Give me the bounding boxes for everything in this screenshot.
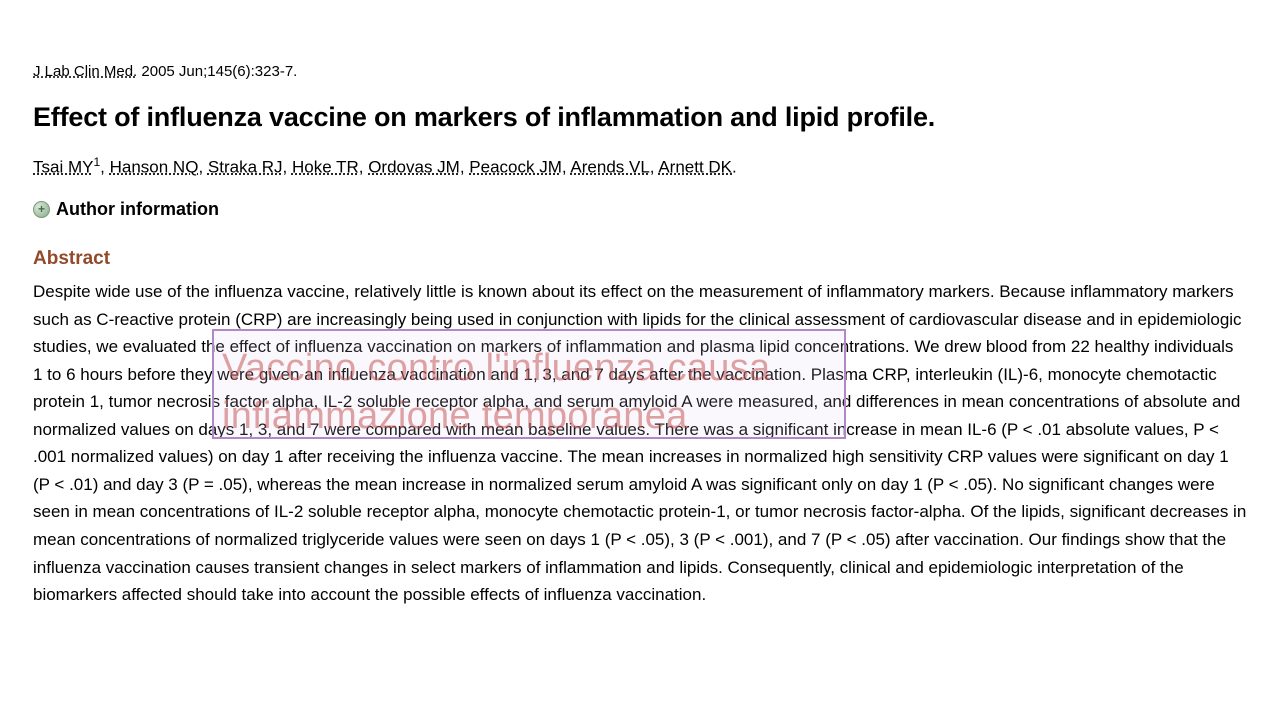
author-affiliation-sup: 1	[93, 155, 100, 169]
author-link[interactable]: Straka RJ	[208, 158, 283, 177]
citation-rest: 2005 Jun;145(6):323-7.	[137, 63, 297, 80]
author-link[interactable]: Ordovas JM	[368, 158, 460, 177]
author-link[interactable]: Hanson NQ	[110, 158, 199, 177]
expand-plus-icon: +	[33, 201, 50, 218]
citation-line: J Lab Clin Med. 2005 Jun;145(6):323-7.	[33, 60, 1247, 84]
abstract-text: Despite wide use of the influenza vaccin…	[33, 278, 1247, 608]
author-link[interactable]: Tsai MY	[33, 158, 93, 177]
author-info-label: Author information	[56, 195, 219, 224]
author-link[interactable]: Hoke TR	[292, 158, 359, 177]
journal-link[interactable]: J Lab Clin Med.	[33, 63, 137, 80]
author-link[interactable]: Arends VL	[570, 158, 649, 177]
author-link[interactable]: Peacock JM	[469, 158, 562, 177]
article-title: Effect of influenza vaccine on markers o…	[33, 96, 1247, 139]
authors-list: Tsai MY1, Hanson NQ, Straka RJ, Hoke TR,…	[33, 153, 1247, 181]
abstract-heading: Abstract	[33, 244, 1247, 274]
author-info-toggle[interactable]: + Author information	[33, 195, 1247, 224]
author-link[interactable]: Arnett DK	[658, 158, 732, 177]
